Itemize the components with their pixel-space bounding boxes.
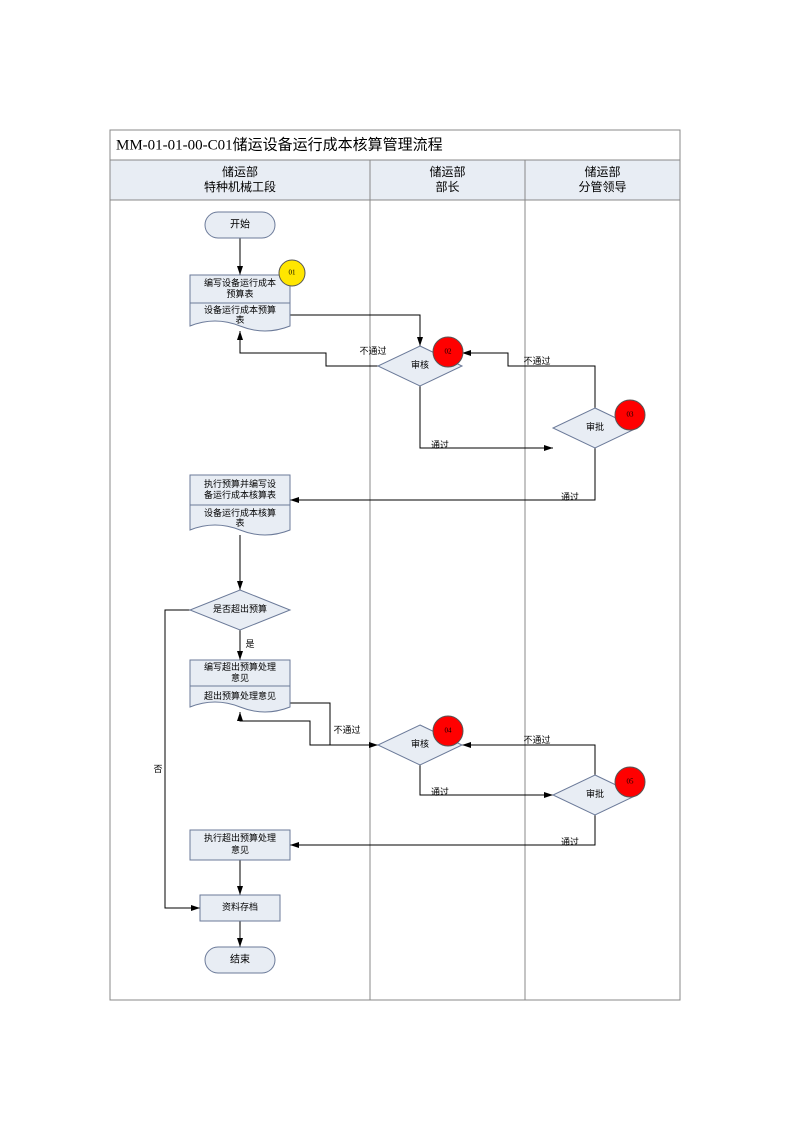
svg-text:审批: 审批 [586,788,604,799]
svg-text:意见: 意见 [231,672,249,683]
svg-text:资料存档: 资料存档 [222,901,258,912]
svg-text:是: 是 [245,639,254,649]
svg-text:设备运行成本核算: 设备运行成本核算 [204,507,276,518]
svg-text:储运部: 储运部 [584,164,620,179]
svg-text:设备运行成本预算: 设备运行成本预算 [204,304,276,315]
svg-text:通过: 通过 [431,439,449,450]
svg-text:超出预算处理意见: 超出预算处理意见 [204,690,276,701]
svg-text:分管领导: 分管领导 [578,179,626,194]
svg-text:05: 05 [627,778,635,786]
svg-text:不通过: 不通过 [523,734,550,745]
svg-text:审核: 审核 [411,738,429,749]
svg-text:01: 01 [289,269,297,277]
svg-text:编写设备运行成本: 编写设备运行成本 [204,277,276,288]
svg-text:审批: 审批 [586,421,604,432]
svg-text:开始: 开始 [230,217,250,230]
svg-text:编写超出预算处理: 编写超出预算处理 [204,661,276,672]
svg-text:结束: 结束 [230,952,250,965]
svg-text:执行预算并编写设: 执行预算并编写设 [204,478,276,489]
svg-text:储运部: 储运部 [429,164,465,179]
svg-text:表: 表 [235,314,244,325]
svg-text:否: 否 [153,764,162,774]
svg-text:部长: 部长 [435,179,459,194]
svg-text:通过: 通过 [561,491,579,502]
svg-text:意见: 意见 [231,844,249,855]
svg-text:是否超出预算: 是否超出预算 [213,603,267,614]
svg-text:储运部: 储运部 [222,164,258,179]
svg-text:不通过: 不通过 [523,355,550,366]
svg-text:表: 表 [235,517,244,528]
svg-text:预算表: 预算表 [226,288,253,299]
svg-text:不通过: 不通过 [359,345,386,356]
flowchart-canvas: MM-01-01-00-C01储运设备运行成本核算管理流程储运部特种机械工段储运… [0,0,793,1122]
svg-text:特种机械工段: 特种机械工段 [204,179,276,194]
svg-text:通过: 通过 [431,786,449,797]
svg-text:审核: 审核 [411,359,429,370]
svg-text:02: 02 [445,348,453,356]
svg-text:通过: 通过 [561,836,579,847]
svg-text:MM-01-01-00-C01储运设备运行成本核算管理流程: MM-01-01-00-C01储运设备运行成本核算管理流程 [116,135,443,153]
svg-text:03: 03 [627,411,635,419]
svg-text:备运行成本核算表: 备运行成本核算表 [204,489,276,500]
svg-text:不通过: 不通过 [333,724,360,735]
svg-text:执行超出预算处理: 执行超出预算处理 [204,832,276,843]
svg-text:04: 04 [445,727,453,735]
